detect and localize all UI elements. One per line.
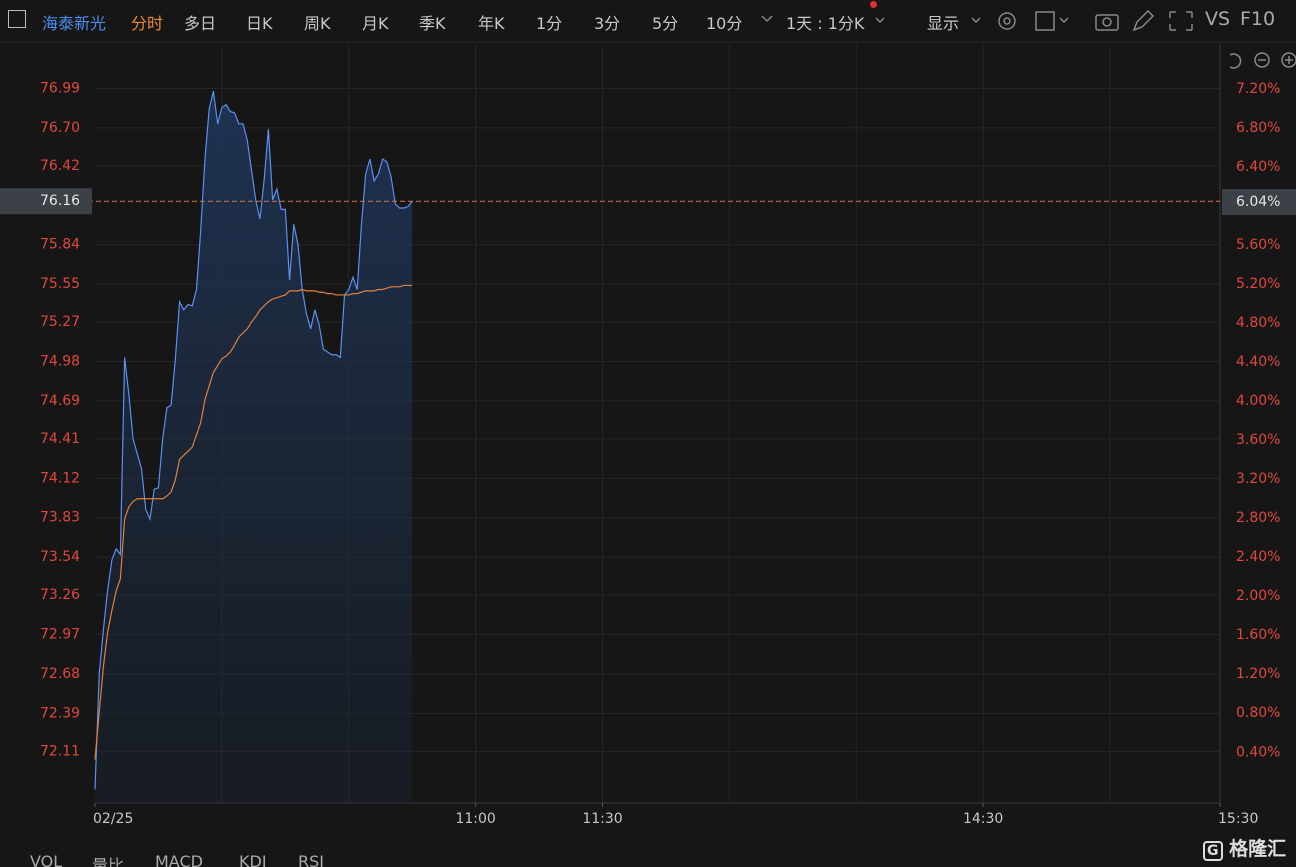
tab[interactable]: 月K bbox=[362, 14, 389, 33]
price-area bbox=[95, 91, 413, 803]
y2-tick-label: 0.80% bbox=[1236, 705, 1280, 721]
dot bbox=[870, 1, 877, 8]
y-tick-label: 74.12 bbox=[40, 470, 80, 486]
y2-tick-label: 5.60% bbox=[1236, 237, 1280, 253]
y2-tick-label: 1.60% bbox=[1236, 627, 1280, 643]
x-tick-label: 14:30 bbox=[963, 811, 1003, 827]
indicator-tab[interactable]: MACD bbox=[155, 852, 203, 867]
y2-tick-label: 4.80% bbox=[1236, 315, 1280, 331]
display[interactable]: 显示 bbox=[927, 14, 960, 33]
y2-tick-label: 6.40% bbox=[1236, 159, 1280, 175]
y2-tick-label: 7.20% bbox=[1236, 81, 1280, 97]
y-tick-label: 73.83 bbox=[40, 510, 80, 526]
x-tick-label: 02/25 bbox=[93, 811, 133, 827]
stock-name[interactable]: 海泰新光 bbox=[42, 14, 107, 33]
y2-tick-label: 2.00% bbox=[1236, 588, 1280, 604]
logo: G bbox=[1203, 841, 1223, 861]
y2-tick-label: 1.20% bbox=[1236, 666, 1280, 682]
x-tick-label: 11:30 bbox=[582, 811, 622, 827]
y2-tick-label: 5.20% bbox=[1236, 276, 1280, 292]
y2-tick-label: 0.40% bbox=[1236, 744, 1280, 760]
period[interactable]: 1天 : 1分K bbox=[786, 14, 865, 33]
tab[interactable]: 3分 bbox=[594, 14, 621, 33]
indicator-tab[interactable]: RSI bbox=[298, 852, 324, 867]
y-tick-label: 76.42 bbox=[40, 158, 80, 174]
y-tick-label: 76.99 bbox=[40, 80, 80, 96]
y-tick-label: 73.54 bbox=[40, 549, 80, 565]
tab[interactable]: 10分 bbox=[706, 14, 743, 33]
current-pct-box bbox=[1222, 189, 1296, 216]
indicator-tab[interactable]: KDJ bbox=[239, 852, 267, 867]
tab[interactable]: 季K bbox=[419, 14, 446, 33]
y-tick-label: 75.55 bbox=[40, 276, 80, 292]
y2-tick-label: 4.40% bbox=[1236, 354, 1280, 370]
y-tick-label: 74.98 bbox=[40, 354, 80, 370]
tab[interactable]: 1分 bbox=[536, 14, 563, 33]
y2-tick-label: 2.80% bbox=[1236, 510, 1280, 526]
y2-tick-label: 3.20% bbox=[1236, 471, 1280, 487]
tab[interactable]: 年K bbox=[478, 14, 505, 33]
y-tick-label: 73.26 bbox=[40, 587, 80, 603]
indicator-tab[interactable]: 量比 bbox=[92, 856, 125, 867]
tab[interactable]: 分时 bbox=[131, 14, 164, 33]
y2-tick-label: 4.00% bbox=[1236, 393, 1280, 409]
y-tick-label: 76.70 bbox=[40, 120, 80, 136]
indicator-tab[interactable]: VOL bbox=[30, 852, 63, 867]
current-pct-label: 6.04% bbox=[1236, 194, 1280, 210]
x-tick-label: 15:30 bbox=[1218, 811, 1258, 827]
y-tick-label: 72.97 bbox=[40, 627, 80, 643]
tab[interactable]: 日K bbox=[246, 14, 273, 33]
y2-tick-label: 3.60% bbox=[1236, 432, 1280, 448]
current-price-label: 76.16 bbox=[40, 193, 80, 209]
y-tick-label: 75.27 bbox=[40, 314, 80, 330]
y-tick-label: 75.84 bbox=[40, 237, 80, 253]
y-tick-label: 74.69 bbox=[40, 393, 80, 409]
watermark-text: 格隆汇 bbox=[1229, 838, 1287, 860]
price-line bbox=[94, 91, 413, 790]
toolbar-icons bbox=[761, 9, 1296, 69]
y-tick-label: 72.39 bbox=[40, 705, 80, 721]
f10[interactable]: F10 bbox=[1240, 8, 1276, 30]
current-price-box bbox=[0, 188, 92, 215]
tab[interactable]: 周K bbox=[304, 14, 331, 33]
y2-tick-label: 6.80% bbox=[1236, 120, 1280, 136]
tab[interactable]: 5分 bbox=[652, 14, 679, 33]
y2-tick-label: 2.40% bbox=[1236, 549, 1280, 565]
x-tick-label: 11:00 bbox=[455, 811, 495, 827]
vs[interactable]: VS bbox=[1205, 8, 1231, 30]
y-tick-label: 74.41 bbox=[40, 431, 80, 447]
menu-icon[interactable] bbox=[8, 10, 26, 28]
y-tick-label: 72.11 bbox=[40, 743, 80, 759]
average-line bbox=[94, 284, 413, 760]
watermark: G 格隆汇 bbox=[1203, 834, 1289, 862]
tab[interactable]: 多日 bbox=[184, 14, 217, 33]
y-tick-label: 72.68 bbox=[40, 666, 80, 682]
